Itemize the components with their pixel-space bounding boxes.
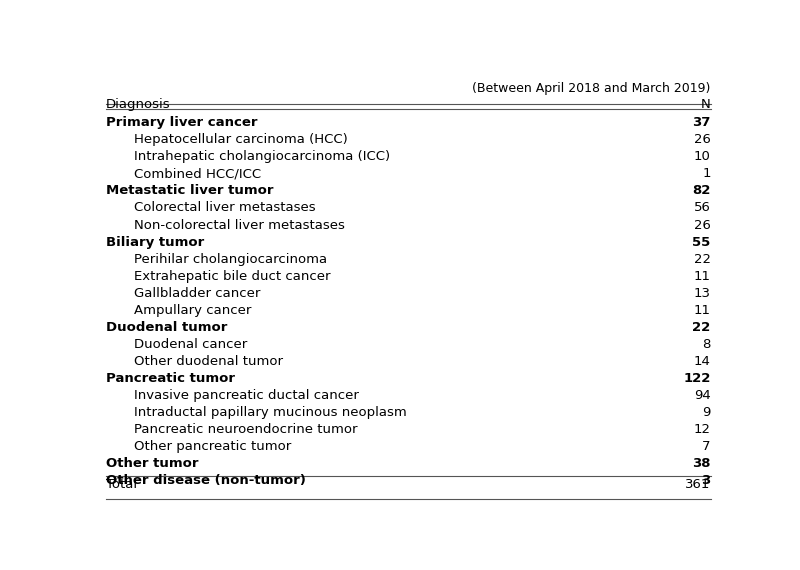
Text: Other disease (non-tumor): Other disease (non-tumor) [106,474,306,487]
Text: Primary liver cancer: Primary liver cancer [106,116,258,129]
Text: Intrahepatic cholangiocarcinoma (ICC): Intrahepatic cholangiocarcinoma (ICC) [134,150,390,163]
Text: Duodenal cancer: Duodenal cancer [134,338,247,351]
Text: Pancreatic neuroendocrine tumor: Pancreatic neuroendocrine tumor [134,423,358,436]
Text: Biliary tumor: Biliary tumor [106,235,205,249]
Text: Combined HCC/ICC: Combined HCC/ICC [134,168,262,180]
Text: Metastatic liver tumor: Metastatic liver tumor [106,185,274,197]
Text: Gallbladder cancer: Gallbladder cancer [134,287,261,300]
Text: 14: 14 [694,355,710,368]
Text: Other tumor: Other tumor [106,457,198,470]
Text: 94: 94 [694,389,710,402]
Text: 38: 38 [692,457,710,470]
Text: 11: 11 [694,304,710,317]
Text: 10: 10 [694,150,710,163]
Text: 13: 13 [694,287,710,300]
Text: Other duodenal tumor: Other duodenal tumor [134,355,283,368]
Text: Extrahepatic bile duct cancer: Extrahepatic bile duct cancer [134,270,330,283]
Text: Other pancreatic tumor: Other pancreatic tumor [134,440,291,453]
Text: 8: 8 [702,338,710,351]
Text: Hepatocellular carcinoma (HCC): Hepatocellular carcinoma (HCC) [134,133,348,146]
Text: N: N [701,98,710,111]
Text: 55: 55 [693,235,710,249]
Text: 12: 12 [694,423,710,436]
Text: 3: 3 [702,474,710,487]
Text: 7: 7 [702,440,710,453]
Text: Pancreatic tumor: Pancreatic tumor [106,372,235,385]
Text: Colorectal liver metastases: Colorectal liver metastases [134,201,316,214]
Text: Diagnosis: Diagnosis [106,98,171,111]
Text: 56: 56 [694,201,710,214]
Text: 37: 37 [692,116,710,129]
Text: Non-colorectal liver metastases: Non-colorectal liver metastases [134,218,345,231]
Text: 1: 1 [702,168,710,180]
Text: Perihilar cholangiocarcinoma: Perihilar cholangiocarcinoma [134,253,327,266]
Text: Total: Total [106,478,138,491]
Text: 361: 361 [686,478,710,491]
Text: Duodenal tumor: Duodenal tumor [106,321,227,334]
Text: Ampullary cancer: Ampullary cancer [134,304,251,317]
Text: 82: 82 [692,185,710,197]
Text: 26: 26 [694,218,710,231]
Text: 9: 9 [702,406,710,419]
Text: 22: 22 [694,253,710,266]
Text: 122: 122 [683,372,710,385]
Text: 11: 11 [694,270,710,283]
Text: 26: 26 [694,133,710,146]
Text: 22: 22 [693,321,710,334]
Text: Intraductal papillary mucinous neoplasm: Intraductal papillary mucinous neoplasm [134,406,407,419]
Text: (Between April 2018 and March 2019): (Between April 2018 and March 2019) [472,83,710,95]
Text: Invasive pancreatic ductal cancer: Invasive pancreatic ductal cancer [134,389,359,402]
